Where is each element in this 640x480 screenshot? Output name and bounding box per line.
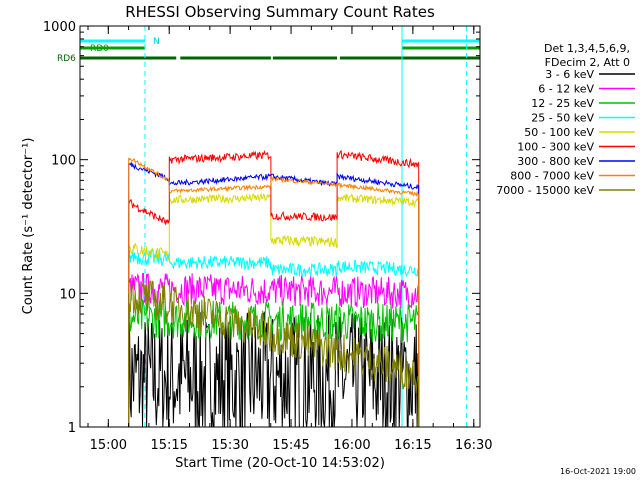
- legend-label: 7000 - 15000 keV: [496, 184, 594, 197]
- x-tick-label: 15:45: [272, 438, 309, 453]
- y-tick-label: 100: [51, 154, 76, 169]
- legend-label: 50 - 100 keV: [524, 126, 594, 139]
- legend: Det 1,3,4,5,6,9,FDecim 2, Att 03 - 6 keV…: [496, 42, 635, 197]
- y-tick-label: 10: [59, 287, 76, 302]
- legend-label: 12 - 25 keV: [531, 97, 594, 110]
- night-label: N: [153, 37, 160, 47]
- timestamp: 16-Oct-2021 19:00: [560, 467, 636, 476]
- legend-label: 6 - 12 keV: [538, 83, 594, 96]
- legend-label: 300 - 800 keV: [517, 155, 594, 168]
- x-tick-label: 16:00: [333, 438, 370, 453]
- series-line-2: [128, 298, 420, 427]
- x-axis-label: Start Time (20-Oct-10 14:53:02): [175, 456, 385, 471]
- legend-header: FDecim 2, Att 0: [545, 56, 630, 69]
- flag-label-rd0: RD0: [90, 44, 109, 54]
- series-line-7: [128, 157, 420, 427]
- series-line-6: [128, 161, 420, 427]
- legend-label: 100 - 300 keV: [517, 141, 594, 154]
- x-tick-label: 16:15: [394, 438, 431, 453]
- x-tick-label: 16:30: [455, 438, 492, 453]
- legend-label: 25 - 50 keV: [531, 112, 594, 125]
- y-axis-label: Count Rate (s⁻¹ detector⁻¹): [21, 138, 36, 315]
- legend-label: 800 - 7000 keV: [510, 170, 594, 183]
- series-line-3: [128, 249, 420, 427]
- series-line-5: [128, 149, 420, 427]
- x-tick-label: 15:15: [150, 438, 187, 453]
- flag-label-rd6: RD6: [57, 54, 76, 64]
- series-line-4: [128, 192, 420, 427]
- plot-frame: [79, 25, 481, 428]
- y-tick-label: 1: [68, 421, 76, 436]
- x-tick-label: 15:30: [211, 438, 248, 453]
- legend-label: 3 - 6 keV: [545, 68, 594, 81]
- series-line-1: [128, 272, 420, 427]
- series-line-8: [128, 280, 420, 427]
- x-tick-label: 15:00: [90, 438, 127, 453]
- series-line-0: [128, 310, 420, 428]
- y-tick-label: 1000: [43, 20, 76, 35]
- legend-header: Det 1,3,4,5,6,9,: [544, 42, 630, 55]
- chart-title: RHESSI Observing Summary Count Rates: [125, 3, 435, 21]
